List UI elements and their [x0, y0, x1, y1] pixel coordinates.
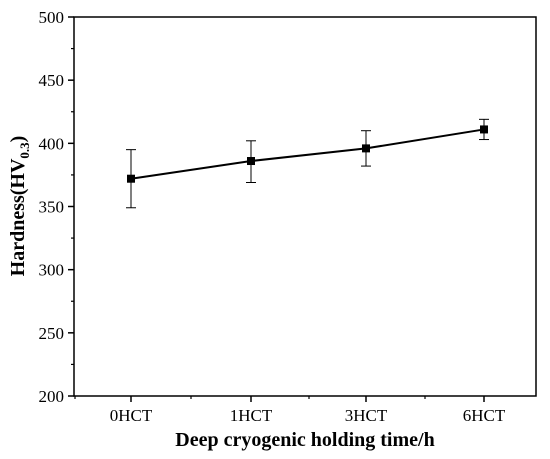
y-axis-title-subscript: 0.3 [17, 142, 32, 159]
y-axis: 200 250 300 350 400 450 500 [39, 8, 74, 406]
y-tick-label: 300 [39, 261, 65, 280]
x-axis: 0HCT 1HCT 3HCT 6HCT [74, 396, 506, 425]
plot-frame [73, 16, 537, 397]
x-axis-title: Deep cryogenic holding time/h [175, 429, 434, 451]
data-point [480, 125, 488, 134]
y-tick-label: 450 [39, 71, 65, 90]
data-point [127, 174, 135, 183]
x-tick-label: 3HCT [345, 406, 388, 425]
y-tick-label: 500 [39, 8, 65, 27]
x-tick-label: 1HCT [230, 406, 273, 425]
y-tick-label: 350 [39, 198, 65, 217]
data-point [362, 144, 370, 153]
y-tick-label: 200 [39, 387, 65, 406]
series-layer [126, 118, 489, 209]
y-axis-title-main: Hardness(HV [7, 158, 29, 276]
y-axis-title: Hardness(HV0.3) [7, 136, 32, 277]
x-tick-label: 0HCT [110, 406, 153, 425]
x-tick-label: 6HCT [463, 406, 506, 425]
y-axis-title-close: ) [7, 136, 29, 143]
y-tick-label: 250 [39, 324, 65, 343]
data-point [247, 157, 255, 166]
y-tick-label: 400 [39, 134, 65, 153]
series-line [130, 128, 485, 180]
